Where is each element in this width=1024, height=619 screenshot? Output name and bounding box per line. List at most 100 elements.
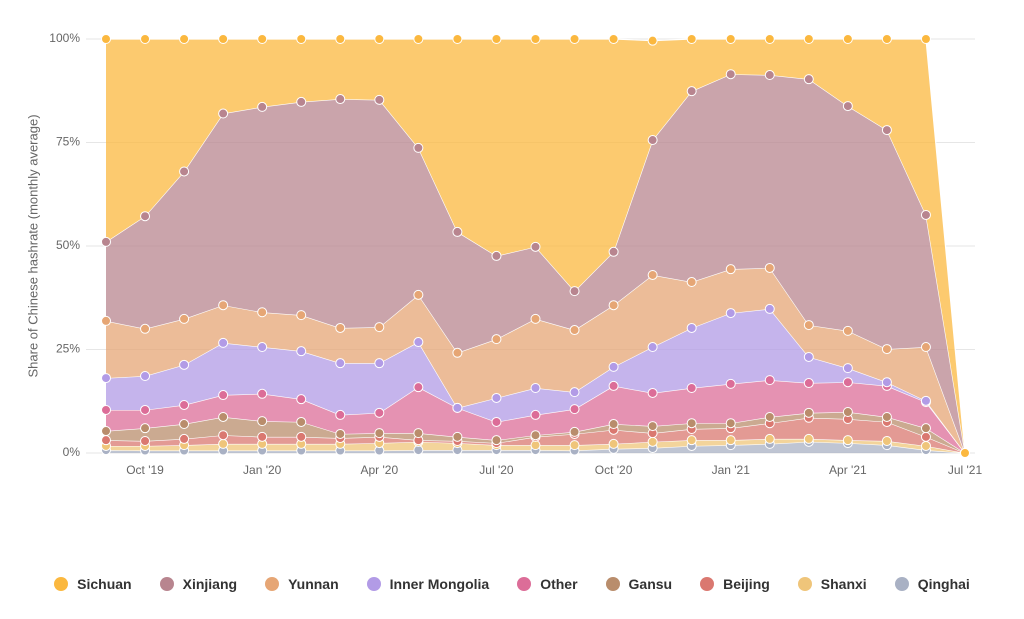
- marker: [140, 370, 151, 381]
- legend-marker: [894, 577, 909, 591]
- marker: [374, 407, 385, 418]
- area: [106, 308, 965, 453]
- legend-label: Xinjiang: [182, 576, 238, 592]
- legend-label: Inner Mongolia: [389, 576, 490, 592]
- marker: [569, 387, 580, 398]
- marker: [569, 426, 580, 437]
- legend-item[interactable]: Gansu: [605, 576, 673, 592]
- marker: [491, 392, 502, 403]
- marker: [296, 346, 307, 357]
- marker: [452, 226, 463, 237]
- marker: [920, 440, 931, 451]
- marker: [335, 358, 346, 369]
- marker: [179, 166, 190, 177]
- marker: [842, 363, 853, 374]
- marker: [920, 423, 931, 434]
- marker: [530, 313, 541, 324]
- marker: [218, 337, 229, 348]
- legend-label: Other: [540, 576, 578, 592]
- marker: [140, 423, 151, 434]
- legend-item[interactable]: Sichuan: [54, 576, 132, 592]
- marker: [647, 387, 658, 398]
- x-tick-label: Apr '21: [829, 463, 867, 477]
- marker: [374, 428, 385, 439]
- marker: [257, 388, 268, 399]
- marker: [101, 404, 111, 415]
- marker: [218, 430, 229, 441]
- legend-item[interactable]: Yunnan: [265, 576, 339, 592]
- marker: [140, 435, 151, 446]
- marker: [140, 34, 151, 44]
- marker: [881, 344, 892, 355]
- legend-item[interactable]: Inner Mongolia: [366, 576, 490, 592]
- marker: [920, 209, 931, 220]
- marker: [764, 375, 775, 386]
- marker: [179, 399, 190, 410]
- legend-label: Yunnan: [288, 576, 339, 592]
- marker: [530, 409, 541, 420]
- legend-marker: [797, 577, 812, 591]
- marker: [374, 322, 385, 333]
- marker: [413, 142, 424, 153]
- marker: [491, 34, 502, 44]
- marker: [296, 96, 307, 107]
- marker: [842, 377, 853, 388]
- marker: [374, 358, 385, 369]
- marker: [686, 383, 697, 394]
- marker: [647, 436, 658, 447]
- marker: [530, 440, 541, 451]
- legend-label: Shanxi: [820, 576, 867, 592]
- marker: [452, 402, 463, 413]
- marker: [608, 380, 619, 391]
- marker: [686, 86, 697, 97]
- marker: [881, 34, 892, 44]
- marker: [413, 445, 424, 456]
- legend: Sichuan Xinjiang Yunnan Inner Mongolia Other…: [0, 576, 1024, 592]
- legend-item[interactable]: Qinghai: [894, 576, 970, 592]
- marker: [842, 435, 853, 446]
- y-tick-label: 25%: [56, 342, 80, 356]
- marker: [413, 337, 424, 348]
- legend-marker: [366, 577, 381, 591]
- chart: Share of Chinese hashrate (monthly avera…: [25, 31, 983, 477]
- marker: [803, 34, 814, 44]
- area: [106, 74, 965, 453]
- marker: [257, 307, 268, 318]
- x-tick-label: Jan '21: [712, 463, 751, 477]
- legend-item[interactable]: Xinjiang: [159, 576, 238, 592]
- marker: [218, 34, 229, 44]
- marker: [335, 409, 346, 420]
- marker: [647, 269, 658, 280]
- marker: [374, 94, 385, 105]
- marker: [101, 426, 111, 437]
- marker: [686, 277, 697, 288]
- area: [106, 267, 965, 453]
- legend-item[interactable]: Shanxi: [797, 576, 867, 592]
- marker: [803, 407, 814, 418]
- marker: [803, 320, 814, 331]
- y-tick-label: 50%: [56, 238, 80, 252]
- marker: [608, 361, 619, 372]
- legend-item[interactable]: Other: [517, 576, 578, 592]
- marker: [569, 34, 580, 44]
- marker: [569, 325, 580, 336]
- marker: [686, 418, 697, 429]
- marker: [296, 416, 307, 427]
- marker: [647, 135, 658, 146]
- marker: [881, 435, 892, 446]
- marker: [452, 347, 463, 358]
- marker: [101, 236, 111, 247]
- y-axis-title: Share of Chinese hashrate (monthly avera…: [25, 114, 40, 377]
- legend-marker: [265, 577, 280, 591]
- marker: [140, 404, 151, 415]
- legend-item[interactable]: Beijing: [700, 576, 770, 592]
- marker: [920, 395, 931, 406]
- marker: [764, 303, 775, 314]
- x-tick-label: Jul '21: [948, 463, 983, 477]
- legend-marker: [159, 577, 174, 591]
- marker: [257, 416, 268, 427]
- x-tick-label: Jul '20: [479, 463, 514, 477]
- legend-label: Gansu: [628, 576, 673, 592]
- marker: [413, 289, 424, 300]
